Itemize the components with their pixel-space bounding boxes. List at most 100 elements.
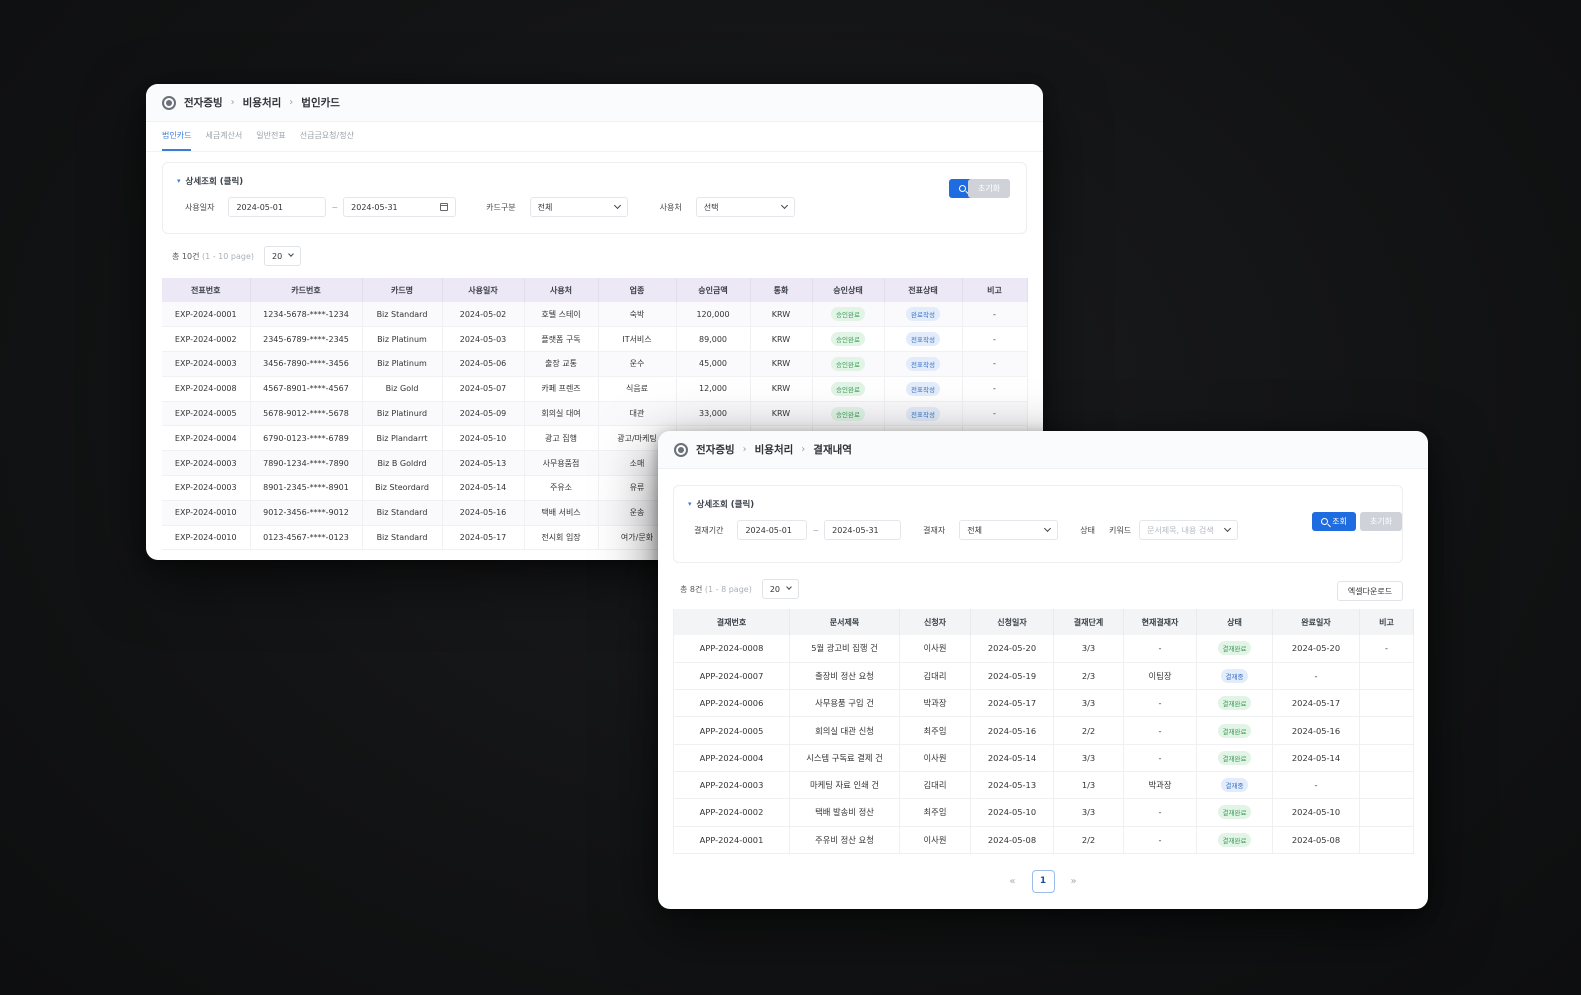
- table-cell: 9012-3456-****-9012: [250, 500, 362, 525]
- reset-button[interactable]: 초기화: [968, 179, 1010, 198]
- table-cell: KRW: [750, 376, 812, 401]
- table-cell: 승인완료: [812, 401, 884, 426]
- table-cell: 2024-05-14: [442, 476, 524, 501]
- next-page-button[interactable]: »: [1071, 876, 1077, 887]
- date-to-input[interactable]: 2024-05-31: [824, 520, 901, 540]
- table-cell: 결재완료: [1197, 635, 1273, 662]
- table-row[interactable]: APP-2024-0001 주유비 정산 요청 이사원 2024-05-08 2/2- 결…: [674, 826, 1414, 853]
- table-cell: 2024-05-08: [971, 826, 1054, 853]
- date-to-input[interactable]: 2024-05-31: [343, 197, 456, 217]
- breadcrumb-item-expense[interactable]: 비용처리: [755, 442, 794, 457]
- table-cell: 3/3: [1054, 690, 1124, 717]
- table-cell: 2024-05-17: [971, 690, 1054, 717]
- table-cell: 3/3: [1054, 635, 1124, 662]
- table-cell: 주유소: [524, 476, 598, 501]
- search-icon: [1321, 518, 1328, 525]
- card-type-select[interactable]: 전체: [530, 197, 628, 217]
- tab-bar: 법인카드 세금계산서 일반전표 선급금요청/정산: [146, 122, 1043, 152]
- table-cell: 승인완료: [812, 352, 884, 377]
- table-row[interactable]: EXP-2024-0003 3456-7890-****-3456 Biz Plat…: [162, 352, 1027, 377]
- status-badge: 결재완료: [1218, 724, 1252, 738]
- status-badge: 승인완료: [831, 332, 865, 346]
- table-row[interactable]: EXP-2024-0005 5678-9012-****-5678 Biz Plat…: [162, 401, 1027, 426]
- page-size-select[interactable]: 20: [264, 246, 301, 266]
- table-cell: 2024-05-13: [971, 771, 1054, 798]
- approver-select[interactable]: 전체: [959, 520, 1058, 540]
- table-row[interactable]: APP-2024-0004 시스템 구독료 결제 건 이사원 2024-05-14 3/…: [674, 744, 1414, 771]
- column-header: 문서제목: [790, 609, 900, 635]
- table-cell: 사무용품점: [524, 451, 598, 476]
- filter-toggle[interactable]: ▾ 상세조회 (클릭): [177, 175, 1012, 187]
- table-row[interactable]: APP-2024-0003 마케팅 자료 인쇄 건 김대리 2024-05-13 1/3…: [674, 771, 1414, 798]
- table-cell: EXP-2024-0008: [162, 376, 250, 401]
- table-cell: EXP-2024-0005: [162, 401, 250, 426]
- breadcrumb-item-evidence[interactable]: 전자증빙: [184, 95, 223, 110]
- status-badge: 결재완료: [1218, 641, 1252, 655]
- column-header: 승인금액: [676, 278, 750, 302]
- reset-button[interactable]: 초기화: [1360, 512, 1402, 531]
- date-from-input[interactable]: 2024-05-01: [228, 197, 326, 217]
- table-cell: 숙박: [598, 302, 676, 327]
- range-separator: ~: [331, 203, 338, 212]
- merchant-select[interactable]: 선택: [696, 197, 795, 217]
- approval-history-table: 결재번호 문서제목 신청자 신청일자 결재단계 현재결재자 상태 완료일자 비고 APP-202…: [673, 609, 1414, 854]
- table-row[interactable]: APP-2024-0006 사무용품 구입 건 박과장 2024-05-17 3/3- 결…: [674, 690, 1414, 717]
- breadcrumb: 전자증빙 › 비용처리 › 결재내역: [658, 431, 1428, 469]
- chevron-down-icon: [786, 584, 792, 590]
- table-row[interactable]: APP-2024-0005 회의실 대관 신청 최주임 2024-05-16 2/2- 결…: [674, 717, 1414, 744]
- tab-general-voucher[interactable]: 일반전표: [256, 130, 285, 151]
- breadcrumb-item-evidence[interactable]: 전자증빙: [696, 442, 735, 457]
- calendar-icon[interactable]: [440, 203, 448, 211]
- table-cell: EXP-2024-0004: [162, 426, 250, 451]
- table-cell: 출장 교통: [524, 352, 598, 377]
- table-cell: 2024-05-14: [971, 744, 1054, 771]
- table-cell: 운수: [598, 352, 676, 377]
- table-cell: 주유비 정산 요청: [790, 826, 900, 853]
- table-cell: 완료작성: [884, 302, 962, 327]
- table-cell: 사무용품 구입 건: [790, 690, 900, 717]
- keyword-input[interactable]: 문서제목, 내용 검색: [1139, 520, 1238, 540]
- excel-download-button[interactable]: 엑셀다운로드: [1337, 581, 1403, 601]
- status-badge: 결재완료: [1218, 751, 1252, 765]
- pagination: « 1 »: [658, 870, 1428, 893]
- table-cell: 2/2: [1054, 717, 1124, 744]
- table-cell: 45,000: [676, 352, 750, 377]
- table-cell: KRW: [750, 327, 812, 352]
- page-size-select[interactable]: 20: [762, 579, 799, 599]
- table-cell: 승인완료: [812, 327, 884, 352]
- table-cell: 결재완료: [1197, 717, 1273, 744]
- table-cell: 2024-05-09: [442, 401, 524, 426]
- tab-tax-invoice[interactable]: 세금계산서: [205, 130, 242, 151]
- status-badge: 승인완료: [831, 407, 865, 421]
- table-cell: [1360, 771, 1414, 798]
- page-number-button[interactable]: 1: [1032, 870, 1055, 893]
- tab-advance-payment[interactable]: 선급금요청/정산: [300, 130, 354, 151]
- column-header: 승인상태: [812, 278, 884, 302]
- breadcrumb: 전자증빙 › 비용처리 › 법인카드: [146, 84, 1043, 122]
- table-row[interactable]: EXP-2024-0008 4567-8901-****-4567 Biz Gold…: [162, 376, 1027, 401]
- column-header: 완료일자: [1273, 609, 1360, 635]
- breadcrumb-item-expense[interactable]: 비용처리: [243, 95, 282, 110]
- prev-page-button[interactable]: «: [1009, 876, 1015, 887]
- table-row[interactable]: EXP-2024-0002 2345-6789-****-2345 Biz Plat…: [162, 327, 1027, 352]
- table-cell: 2024-05-20: [1273, 635, 1360, 662]
- tab-corporate-card[interactable]: 법인카드: [162, 130, 191, 151]
- date-from-input[interactable]: 2024-05-01: [737, 520, 807, 540]
- table-row[interactable]: EXP-2024-0001 1234-5678-****-1234 Biz Stan…: [162, 302, 1027, 327]
- table-cell: Biz Standard: [362, 525, 442, 550]
- table-row[interactable]: APP-2024-0002 택배 발송비 정산 최주임 2024-05-10 3/3- 결…: [674, 799, 1414, 826]
- table-cell: APP-2024-0003: [674, 771, 790, 798]
- table-cell: 박과장: [900, 690, 971, 717]
- table-cell: 2345-6789-****-2345: [250, 327, 362, 352]
- table-cell: 2024-05-02: [442, 302, 524, 327]
- search-button[interactable]: 조회: [1312, 512, 1356, 531]
- column-header: 신청자: [900, 609, 971, 635]
- table-cell: 택배 서비스: [524, 500, 598, 525]
- table-cell: APP-2024-0007: [674, 662, 790, 689]
- table-cell: 0123-4567-****-0123: [250, 525, 362, 550]
- filter-toggle[interactable]: ▾ 상세조회 (클릭): [688, 498, 1388, 510]
- table-row[interactable]: APP-2024-0008 5월 광고비 집행 건 이사원 2024-05-20 3/3…: [674, 635, 1414, 662]
- table-cell: 박과장: [1124, 771, 1197, 798]
- table-row[interactable]: APP-2024-0007 출장비 정산 요청 김대리 2024-05-19 2/3 이팀…: [674, 662, 1414, 689]
- approver-label: 결재자: [923, 525, 945, 536]
